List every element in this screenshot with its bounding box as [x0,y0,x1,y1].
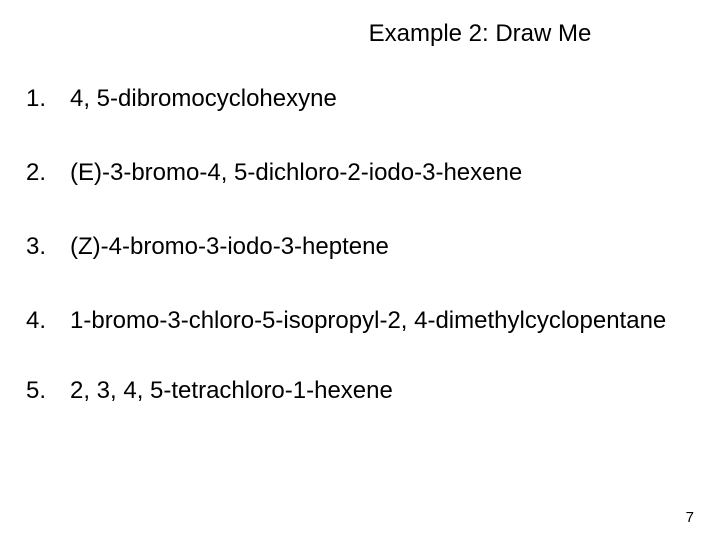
item-text: 4, 5-dibromocyclohexyne [70,84,694,114]
item-number: 1. [26,84,70,114]
list-item: 2. (E)-3-bromo-4, 5-dichloro-2-iodo-3-he… [26,158,694,188]
item-text: (Z)-4-bromo-3-iodo-3-heptene [70,232,694,262]
item-text: 2, 3, 4, 5-tetrachloro-1-hexene [70,376,694,406]
item-text: (E)-3-bromo-4, 5-dichloro-2-iodo-3-hexen… [70,158,694,188]
page-title: Example 2: Draw Me [26,20,694,48]
list-item: 5. 2, 3, 4, 5-tetrachloro-1-hexene [26,376,694,406]
problem-list: 1. 4, 5-dibromocyclohexyne 2. (E)-3-brom… [26,84,694,406]
page-number: 7 [686,509,694,526]
item-number: 5. [26,376,70,406]
list-item: 4. 1-bromo-3-chloro-5-isopropyl-2, 4-dim… [26,306,694,336]
list-item: 1. 4, 5-dibromocyclohexyne [26,84,694,114]
item-number: 2. [26,158,70,188]
list-item: 3. (Z)-4-bromo-3-iodo-3-heptene [26,232,694,262]
item-text: 1-bromo-3-chloro-5-isopropyl-2, 4-dimeth… [70,306,694,336]
item-number: 4. [26,306,70,336]
item-number: 3. [26,232,70,262]
